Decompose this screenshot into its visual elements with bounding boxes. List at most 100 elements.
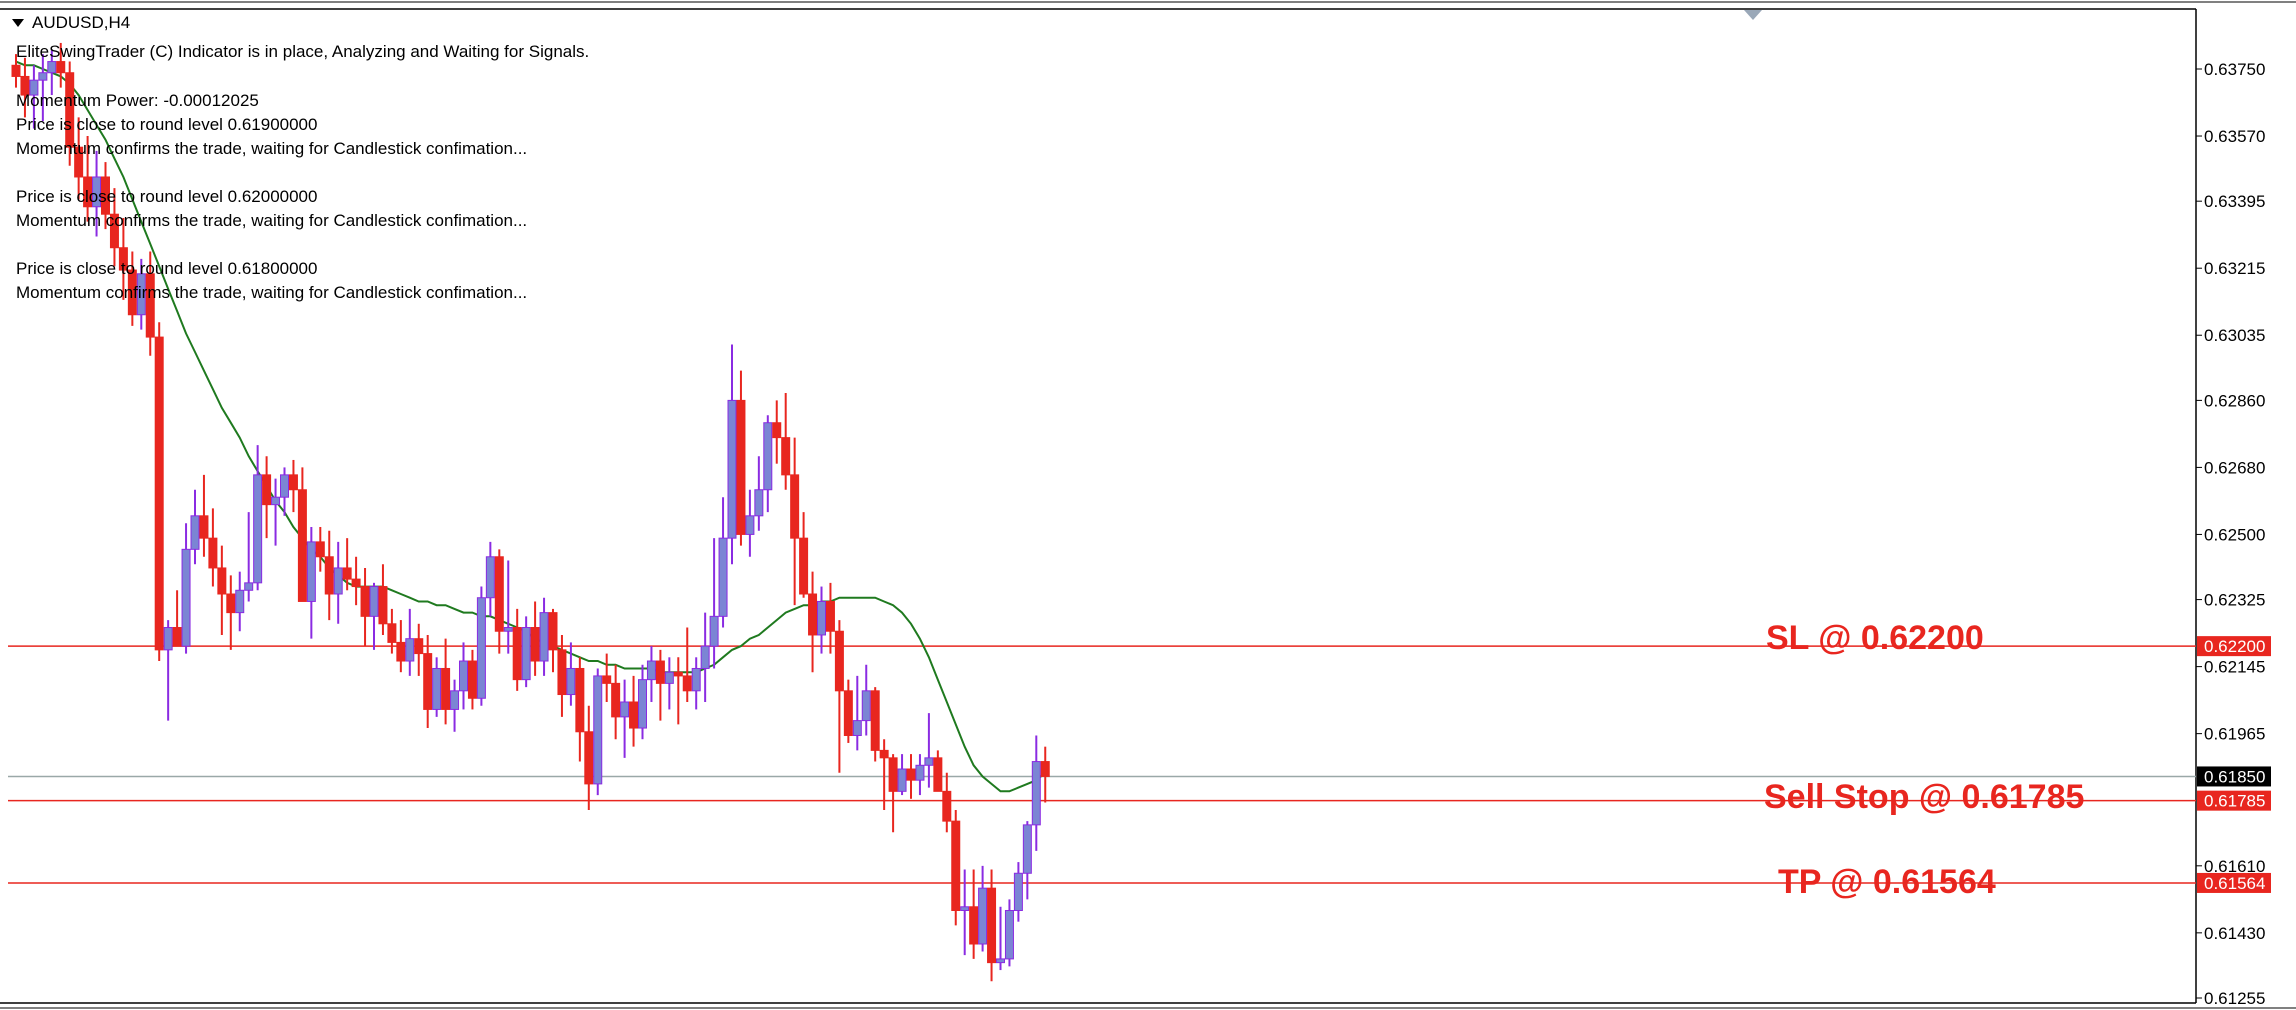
candle-body <box>423 653 433 710</box>
candle <box>772 400 782 464</box>
dropdown-triangle-icon[interactable] <box>12 19 24 27</box>
candle <box>333 541 343 624</box>
shift-marker-icon[interactable] <box>1744 10 1762 20</box>
candle-body <box>906 768 916 781</box>
price-tag-label: 0.61785 <box>2204 792 2265 811</box>
candle <box>781 392 791 490</box>
price-tag: 0.62200 <box>2197 636 2271 657</box>
candle <box>47 50 57 96</box>
candle <box>74 117 84 200</box>
candle <box>584 705 594 810</box>
candle <box>852 675 862 751</box>
candle-body <box>539 612 549 662</box>
candle <box>378 564 388 635</box>
candle <box>423 634 433 729</box>
candle-body <box>1040 761 1050 777</box>
candle <box>736 370 746 546</box>
candle-body <box>870 690 880 751</box>
candle-body <box>369 586 379 617</box>
candle <box>754 456 764 531</box>
candle-body <box>109 213 119 249</box>
price-tick-label: 0.63035 <box>2204 326 2265 345</box>
candle-body <box>879 749 889 759</box>
candle-body <box>387 623 397 643</box>
candle <box>11 54 21 88</box>
candle-body <box>933 757 943 792</box>
candle <box>20 57 30 118</box>
candle <box>727 344 737 565</box>
candle <box>1004 899 1014 967</box>
candle-body <box>485 556 495 599</box>
candle-body <box>978 887 988 945</box>
candle-body <box>74 146 84 178</box>
momentum-confirm-line-3: Momentum confirms the trade, waiting for… <box>16 283 528 302</box>
candle <box>682 627 692 702</box>
candle-body <box>566 667 576 696</box>
candle <box>235 571 245 632</box>
candle <box>127 251 137 326</box>
indicator-status-line: EliteSwingTrader (C) Indicator is in pla… <box>16 42 590 61</box>
candle <box>360 567 370 647</box>
candle-body <box>432 667 442 710</box>
candle-body <box>226 593 236 614</box>
candle <box>226 575 236 650</box>
candle-body <box>754 489 764 517</box>
candle-body <box>217 567 227 595</box>
candle <box>280 467 289 516</box>
candle-body <box>646 660 656 681</box>
price-tick-label: 0.61430 <box>2204 924 2265 943</box>
candle-body <box>942 790 952 822</box>
candle <box>620 679 630 758</box>
price-tag-label: 0.62200 <box>2204 637 2265 656</box>
candle-body <box>843 690 853 736</box>
candle-body <box>83 176 93 208</box>
candle <box>163 620 173 721</box>
candle <box>199 474 209 557</box>
candle-body <box>808 593 818 636</box>
symbol-title[interactable]: AUDUSD,H4 <box>12 13 130 33</box>
candle <box>530 601 540 676</box>
candle <box>1013 862 1023 922</box>
candle-body <box>56 61 66 74</box>
price-tick-label: 0.63750 <box>2204 60 2265 79</box>
candle <box>933 750 943 792</box>
candle-body <box>235 589 245 614</box>
candle-body <box>897 768 907 792</box>
candle-body <box>834 630 844 692</box>
candle <box>611 664 621 740</box>
candle-body <box>414 638 424 655</box>
candle-body <box>825 600 835 632</box>
candle-body <box>700 645 710 669</box>
candle <box>1040 746 1050 803</box>
candle-body <box>557 649 567 696</box>
candle <box>951 809 961 926</box>
candle <box>459 642 468 710</box>
candle-body <box>629 701 639 729</box>
candle <box>467 649 477 710</box>
candle-body <box>38 72 48 81</box>
sell-stop-label: Sell Stop @ 0.61785 <box>1764 778 2085 816</box>
candle-body <box>459 660 468 692</box>
candle <box>978 865 988 952</box>
candle-body <box>593 675 603 785</box>
candle-body <box>521 627 531 681</box>
candle-body <box>190 515 200 550</box>
candle <box>494 549 504 654</box>
candle-body <box>951 820 961 911</box>
candle-body <box>280 474 289 498</box>
candle <box>664 657 674 710</box>
candle <box>861 664 871 736</box>
candle-body <box>691 667 701 692</box>
candle-body <box>65 72 75 148</box>
candle-body <box>315 541 325 558</box>
candle-body <box>584 731 594 785</box>
candle <box>987 869 997 982</box>
candle-body <box>987 887 997 964</box>
candle <box>602 653 612 702</box>
candle-body <box>163 627 173 651</box>
price-tick-label: 0.61255 <box>2204 989 2265 1008</box>
candle <box>92 150 102 237</box>
candle <box>924 713 934 788</box>
